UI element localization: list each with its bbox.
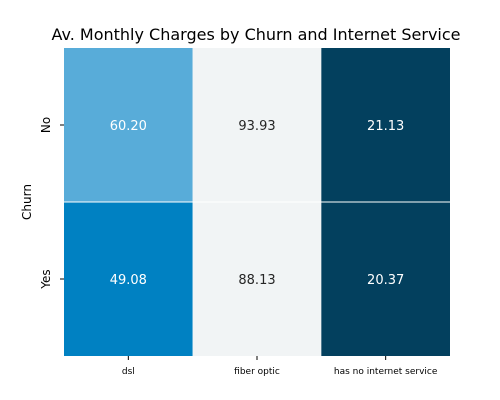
cell-value-label: 21.13 bbox=[367, 119, 404, 134]
x-tick-label-2: has no internet service bbox=[334, 367, 438, 377]
chart-title: Av. Monthly Charges by Churn and Interne… bbox=[51, 25, 460, 44]
cell-value-label: 60.20 bbox=[110, 119, 147, 134]
cell-value-label: 93.93 bbox=[238, 119, 275, 134]
y-axis-label: Churn bbox=[20, 184, 34, 220]
y-tick-label-yes: Yes bbox=[39, 269, 53, 289]
x-tick-label-0: dsl bbox=[122, 367, 135, 377]
heatmap-cell-yes-0 bbox=[64, 202, 193, 356]
axis-ticks: No Yes dsl fiber optic has no internet servi… bbox=[39, 117, 438, 377]
x-tick-label-1: fiber optic bbox=[234, 367, 280, 377]
heatmap-cell-no-2 bbox=[321, 48, 450, 202]
cell-value-label: 49.08 bbox=[110, 273, 147, 288]
heatmap-cell-yes-1 bbox=[192, 202, 322, 356]
cell-value-label: 20.37 bbox=[367, 273, 404, 288]
cell-value-label: 88.13 bbox=[238, 273, 275, 288]
heatmap-cell-yes-2 bbox=[321, 202, 450, 356]
heatmap-cell-no-1 bbox=[192, 48, 322, 202]
heatmap-cell-no-0 bbox=[64, 48, 193, 202]
heatmap-cells: 60.20 93.93 21.13 49.08 88.13 20.37 bbox=[64, 48, 450, 356]
y-tick-label-no: No bbox=[39, 117, 53, 133]
